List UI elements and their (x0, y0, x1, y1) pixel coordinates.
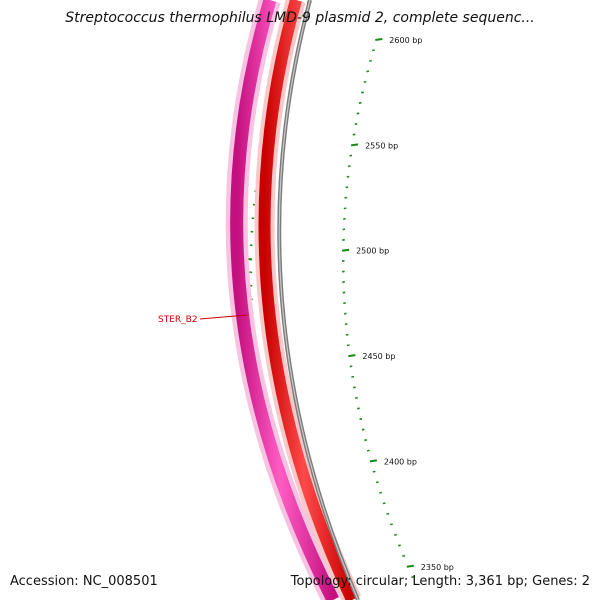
minor-tick-mark (346, 344, 350, 347)
minor-tick-mark (345, 333, 349, 336)
inner-minor-tick (250, 230, 254, 233)
minor-tick-mark (398, 544, 401, 547)
major-tick-mark (348, 354, 356, 358)
minor-tick-mark (386, 512, 390, 515)
minor-tick-mark (342, 238, 345, 241)
minor-tick-mark (372, 470, 376, 473)
tick-label: 2600 bp (389, 36, 422, 45)
major-tick-mark (369, 459, 378, 463)
minor-tick-mark (354, 123, 358, 126)
minor-tick-mark (343, 217, 346, 220)
magenta-feature-track (230, 0, 339, 600)
minor-tick-mark (342, 291, 346, 294)
minor-tick-mark (349, 365, 353, 368)
minor-tick-mark (351, 375, 355, 378)
feature-label-leader (199, 314, 248, 320)
minor-tick-mark (363, 80, 367, 83)
red-feature-track (258, 0, 358, 600)
minor-tick-mark (343, 302, 346, 305)
minor-tick-mark (357, 407, 360, 410)
minor-tick-mark (411, 576, 415, 579)
outer-tick-marks: 2600 bp 2550 bp 2500 bp 2450 bp 2400 bp 2350 … (341, 36, 454, 579)
minor-tick-mark (390, 523, 393, 526)
accession-text: Accession: NC_008501 (10, 574, 158, 589)
major-tick-mark (341, 248, 350, 252)
minor-tick-mark (359, 418, 363, 421)
minor-tick-mark (341, 270, 345, 273)
minor-tick-mark (369, 59, 372, 62)
minor-tick-mark (356, 112, 360, 115)
feature-label-ster-b2: STER_B2 (158, 315, 198, 325)
inner-minor-tick (251, 217, 255, 220)
minor-tick-mark (347, 165, 351, 168)
tick-label: 2550 bp (365, 141, 398, 150)
minor-tick-mark (346, 175, 350, 178)
minor-tick-mark (343, 312, 347, 315)
minor-tick-mark (358, 101, 362, 104)
minor-tick-mark (379, 491, 383, 494)
minor-tick-mark (341, 259, 345, 262)
minor-tick-mark (355, 396, 358, 399)
minor-tick-mark (361, 91, 364, 94)
inner-minor-tick (249, 271, 253, 274)
tick-label: 2500 bp (356, 247, 389, 256)
major-tick-mark (406, 564, 414, 568)
topology-summary: Topology: circular; Length: 3,361 bp; Ge… (290, 574, 590, 589)
minor-tick-mark (342, 228, 346, 231)
minor-tick-mark (394, 533, 397, 536)
minor-tick-mark (343, 207, 347, 210)
minor-tick-mark (366, 70, 370, 73)
tick-label: 2450 bp (362, 352, 395, 361)
minor-tick-mark (344, 323, 348, 326)
inner-minor-tick (249, 244, 253, 247)
map-title: Streptococcus thermophilus LMD-9 plasmid… (65, 10, 535, 26)
tick-label: 2400 bp (384, 457, 417, 466)
major-tick-mark (350, 143, 359, 147)
minor-tick-mark (372, 49, 375, 52)
minor-tick-mark (345, 186, 349, 189)
minor-tick-mark (402, 554, 406, 557)
major-tick-mark (375, 38, 383, 41)
minor-tick-mark (382, 502, 386, 505)
minor-tick-mark (349, 154, 353, 157)
minor-tick-mark (352, 133, 356, 136)
minor-tick-mark (342, 281, 345, 284)
minor-tick-mark (353, 386, 356, 389)
plasmid-backbone-highlight (278, 0, 359, 600)
minor-tick-mark (366, 449, 370, 452)
tick-label: 2350 bp (421, 563, 454, 572)
minor-tick-mark (375, 481, 379, 484)
minor-tick-mark (361, 428, 365, 431)
minor-tick-mark (344, 196, 348, 199)
minor-tick-mark (364, 439, 368, 442)
